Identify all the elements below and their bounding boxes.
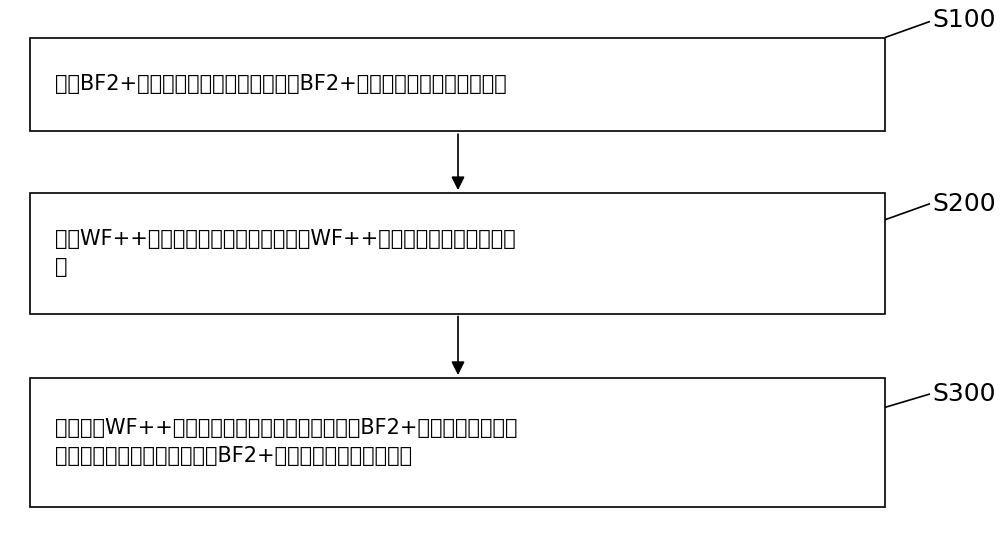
Text: S100: S100 — [932, 8, 996, 32]
Bar — [30, 193, 885, 314]
Bar — [30, 38, 885, 131]
Text: S300: S300 — [932, 382, 996, 406]
Bar — [30, 378, 885, 507]
Text: 测量WF++的质谱分析曲线，并获取所述WF++质谱分析曲线的最大束流
值: 测量WF++的质谱分析曲线，并获取所述WF++质谱分析曲线的最大束流 值 — [55, 229, 516, 277]
Text: 测量BF2+的质谱分析曲线，并获取所述BF2+质谱分析曲线的最大束流值: 测量BF2+的质谱分析曲线，并获取所述BF2+质谱分析曲线的最大束流值 — [55, 75, 507, 94]
Text: S200: S200 — [932, 192, 996, 215]
Text: 计算所述WF++质谱分析曲线的最大束流值与所述BF2+质谱分析曲线的最
大束流值的比值，从而得到在BF2+注入时钨金属污染的比例: 计算所述WF++质谱分析曲线的最大束流值与所述BF2+质谱分析曲线的最 大束流值… — [55, 418, 518, 466]
